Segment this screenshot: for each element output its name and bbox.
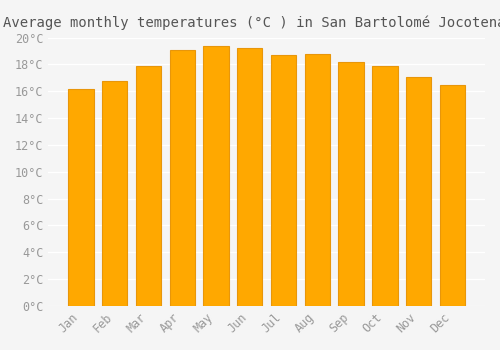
Title: Average monthly temperatures (°C ) in San Bartolomé Jocotenango: Average monthly temperatures (°C ) in Sa… [3, 15, 500, 29]
Bar [237, 48, 262, 306]
Bar [304, 54, 330, 306]
Bar [102, 80, 128, 306]
Bar [204, 46, 229, 306]
Bar [406, 77, 431, 306]
Bar [338, 62, 364, 306]
Bar [271, 55, 296, 306]
Bar [372, 66, 398, 306]
Bar [170, 50, 195, 306]
Bar [440, 85, 465, 306]
Bar [68, 89, 94, 306]
Bar [136, 66, 161, 306]
